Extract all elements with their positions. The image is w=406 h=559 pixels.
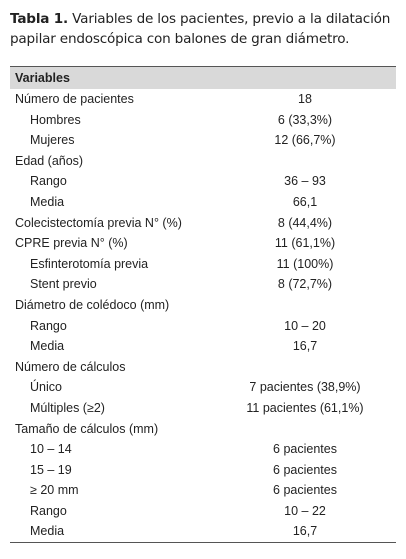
row-label: Tamaño de cálculos (mm) [15,421,159,436]
sub-row: Rango 10 – 22 [10,501,396,522]
section-row: Colecistectomía previa N° (%) 8 (44,4%) [10,213,396,234]
row-label: Colecistectomía previa N° (%) [15,215,182,230]
row-value: 11 (100%) [276,256,334,271]
row-value: 8 (72,7%) [277,277,333,292]
row-label: ≥ 20 mm [30,483,79,498]
table: Variables Número de pacientes 18 Hombres 6 … [10,66,396,544]
row-value: 11 pacientes (61,1%) [246,400,364,415]
sub-row: Único 7 pacientes (38,9%) [10,377,396,398]
row-value: 6 (33,3%) [277,112,333,127]
row-label: 15 – 19 [30,462,72,477]
row-label: Esfinterotomía previa [30,256,149,271]
section-row: Número de pacientes 18 [10,89,396,110]
row-label: Edad (años) [15,153,84,168]
row-value: 16,7 [292,339,318,354]
sub-row: Stent previo 8 (72,7%) [10,274,396,295]
row-label: Número de cálculos [15,359,126,374]
row-label: Rango [30,174,67,189]
row-label: 10 – 14 [30,442,72,457]
row-label: Diámetro de colédoco (mm) [15,297,170,312]
row-label: Media [30,194,65,209]
sub-row: ≥ 20 mm 6 pacientes [10,480,396,501]
row-value: 18 [298,92,312,106]
row-value: 6 pacientes [273,442,337,457]
row-label: Número de pacientes [15,92,134,106]
row-label: Rango [30,318,67,333]
sub-row: Rango 10 – 20 [10,316,396,337]
row-label: Único [30,380,62,395]
row-value: 6 pacientes [273,462,337,477]
sub-row: Esfinterotomía previa 11 (100%) [10,254,396,275]
sub-row: 10 – 14 6 pacientes [10,439,396,460]
sub-row: Media 66,1 [10,192,396,213]
sub-row: 15 – 19 6 pacientes [10,460,396,481]
row-value: 8 (44,4%) [277,215,333,230]
sub-row: Media 16,7 [10,521,396,542]
title-label: Tabla 1. [10,11,69,27]
row-value: 36 – 93 [284,174,326,189]
row-label: Media [30,524,65,539]
table-header: Variables [10,67,396,89]
row-label: Media [30,339,65,354]
row-label: Rango [30,503,67,518]
row-value: 11 (61,1%) [274,236,336,251]
row-label: Múltiples (≥2) [30,400,105,415]
row-value: 10 – 20 [284,318,326,333]
section-row: Edad (años) [10,151,396,172]
row-value: 7 pacientes (38,9%) [249,380,361,395]
row-value: 12 (66,7%) [274,133,336,148]
row-label: Stent previo [30,277,97,292]
sub-row: Rango 36 – 93 [10,171,396,192]
sub-row: Mujeres 12 (66,7%) [10,130,396,151]
row-value: 10 – 22 [284,503,326,518]
row-label: Hombres [30,112,81,127]
section-row: CPRE previa N° (%) 11 (61,1%) [10,233,396,254]
section-row: Diámetro de colédoco (mm) [10,295,396,316]
row-label: Mujeres [30,133,75,148]
table-title: Tabla 1. Variables de los pacientes, pre… [10,9,402,49]
sub-row: Hombres 6 (33,3%) [10,110,396,131]
row-value: 16,7 [292,524,318,539]
section-row: Número de cálculos [10,357,396,378]
sub-row: Múltiples (≥2) 11 pacientes (61,1%) [10,398,396,419]
sub-row: Media 16,7 [10,336,396,357]
title-text: Variables de los pacientes, previo a la … [10,11,391,47]
section-row: Tamaño de cálculos (mm) [10,419,396,440]
row-label: CPRE previa N° (%) [15,236,128,251]
row-value: 6 pacientes [273,483,337,498]
row-value: 66,1 [292,194,318,209]
